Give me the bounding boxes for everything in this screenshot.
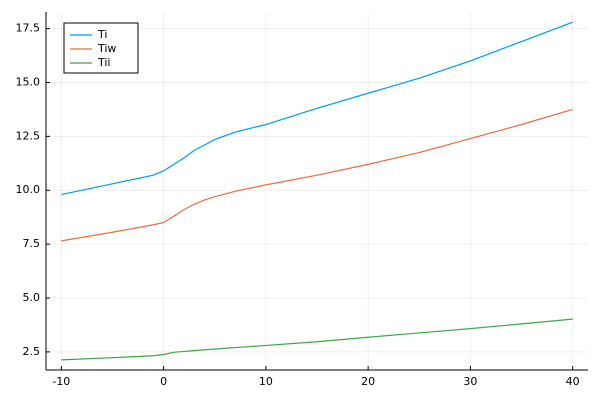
y-tick-label: 5.0 xyxy=(23,291,41,304)
line xyxy=(61,21,573,196)
x-tick-label: -10 xyxy=(52,375,70,388)
y-tick-label: 15.0 xyxy=(16,75,41,88)
y-tick-label: 10.0 xyxy=(16,183,41,196)
legend-box xyxy=(63,22,139,74)
y-tick-label: 7.5 xyxy=(23,237,41,250)
x-tick-label: 30 xyxy=(463,375,477,388)
legend-label: Tiw xyxy=(97,42,116,55)
x-tick-label: 40 xyxy=(566,375,580,388)
legend-label: Tii xyxy=(97,56,111,69)
line xyxy=(61,318,573,361)
line xyxy=(61,108,573,242)
x-tick-label: 0 xyxy=(160,375,167,388)
x-tick-label: 10 xyxy=(259,375,273,388)
legend-label: Ti xyxy=(97,28,107,41)
y-tick-label: 2.5 xyxy=(23,345,41,358)
y-tick-label: 12.5 xyxy=(16,129,41,142)
y-tick-label: 17.5 xyxy=(16,22,41,35)
x-tick-label: 20 xyxy=(361,375,375,388)
